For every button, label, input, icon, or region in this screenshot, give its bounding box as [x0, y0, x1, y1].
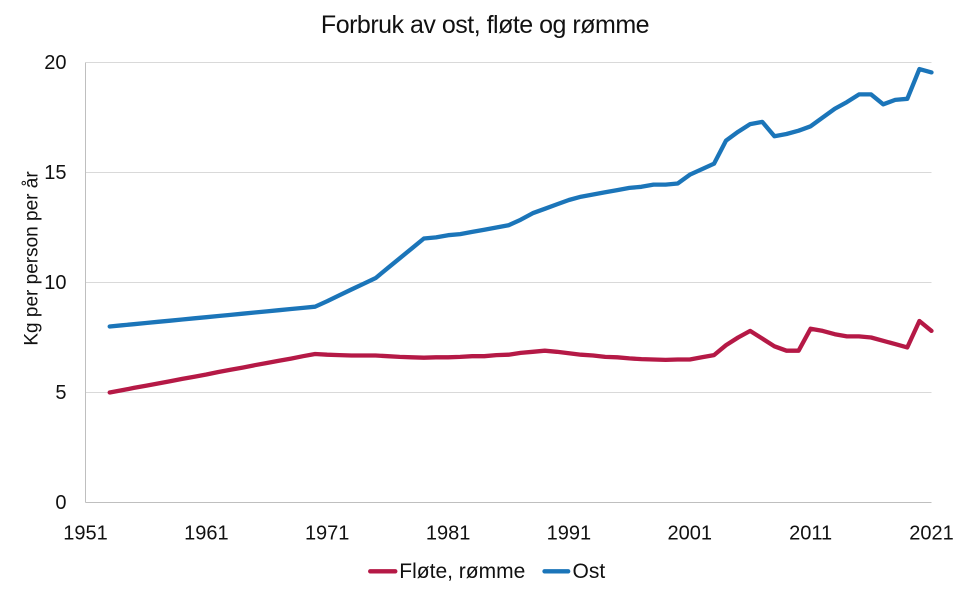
svg-text:1991: 1991 [547, 523, 592, 545]
svg-text:1981: 1981 [426, 523, 471, 545]
svg-text:2001: 2001 [668, 523, 713, 545]
svg-text:2021: 2021 [909, 523, 954, 545]
svg-text:15: 15 [44, 162, 66, 184]
svg-text:Forbruk av ost, fløte og rømme: Forbruk av ost, fløte og rømme [321, 11, 649, 39]
svg-text:0: 0 [55, 492, 66, 514]
svg-text:1971: 1971 [305, 523, 350, 545]
svg-text:Fløte, rømme: Fløte, rømme [399, 560, 525, 583]
svg-text:5: 5 [55, 382, 66, 404]
svg-text:20: 20 [44, 52, 66, 74]
svg-text:10: 10 [44, 272, 66, 294]
svg-text:Kg per person per år: Kg per person per år [22, 171, 43, 346]
svg-text:2011: 2011 [789, 523, 832, 545]
svg-text:Ost: Ost [573, 560, 606, 583]
svg-text:1951: 1951 [63, 523, 108, 545]
svg-text:1961: 1961 [184, 523, 229, 545]
